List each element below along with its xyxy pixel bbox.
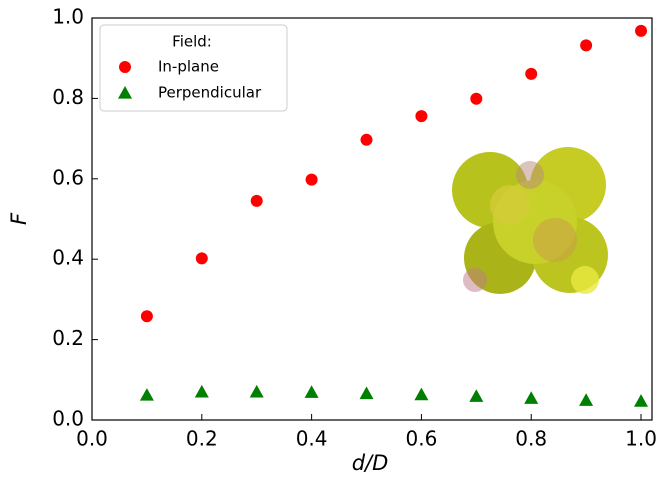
data-point (140, 310, 153, 323)
data-point (634, 394, 649, 407)
y-tick-label: 0.6 (52, 165, 84, 189)
y-tick-label: 0.4 (52, 246, 84, 270)
x-tick-label: 0.8 (515, 427, 547, 451)
y-tick-label: 0.2 (52, 326, 84, 350)
y-tick-label: 0.0 (52, 407, 84, 431)
inset-image (452, 147, 608, 294)
data-point (579, 393, 594, 406)
data-point (470, 92, 483, 105)
y-axis-label: F (7, 212, 31, 225)
y-tick-label: 0.8 (52, 85, 84, 109)
x-tick-label: 1.0 (625, 427, 657, 451)
x-tick-label: 0.4 (296, 427, 328, 451)
data-point (415, 110, 428, 123)
data-point (249, 384, 264, 398)
data-point (469, 389, 484, 402)
x-tick-label: 0.6 (406, 427, 438, 451)
data-point (305, 173, 318, 186)
data-point (359, 386, 374, 400)
data-point (139, 388, 154, 401)
data-point (524, 391, 539, 404)
legend-marker (119, 61, 131, 73)
legend-label: Perpendicular (158, 84, 262, 102)
data-point (194, 384, 209, 398)
data-point (414, 387, 429, 401)
data-point (525, 67, 538, 80)
y-tick-label: 1.0 (52, 5, 84, 29)
legend-label: In-plane (158, 58, 219, 76)
data-point (250, 194, 263, 207)
x-axis-label: d/D (352, 451, 389, 475)
data-point (304, 385, 319, 398)
legend-box (99, 24, 288, 112)
plot-frame (91, 17, 653, 421)
legend-title: Field: (172, 33, 212, 51)
data-point (195, 252, 208, 265)
data-point (635, 24, 648, 37)
data-point (360, 133, 373, 146)
x-tick-label: 0.2 (186, 427, 218, 451)
data-point (580, 39, 593, 52)
legend-marker (118, 86, 132, 99)
x-tick-label: 0.0 (76, 427, 108, 451)
